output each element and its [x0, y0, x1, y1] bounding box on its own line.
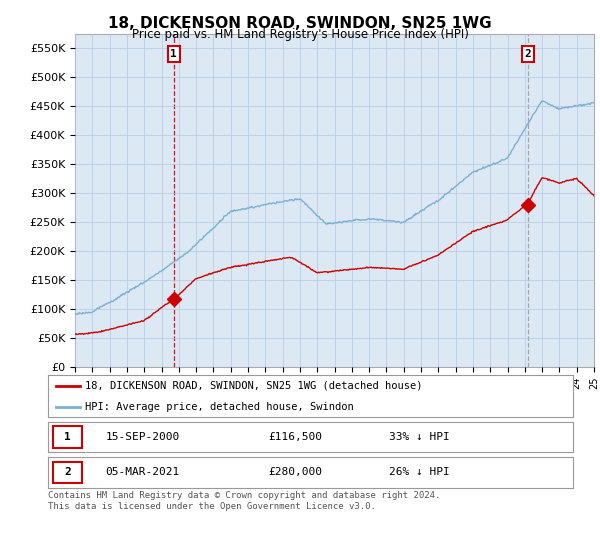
Text: 2: 2	[64, 468, 71, 477]
FancyBboxPatch shape	[53, 426, 82, 448]
Text: £280,000: £280,000	[269, 468, 323, 477]
Text: 1: 1	[170, 49, 177, 59]
Text: 1: 1	[64, 432, 71, 442]
Text: Contains HM Land Registry data © Crown copyright and database right 2024.
This d: Contains HM Land Registry data © Crown c…	[48, 491, 440, 511]
Text: 15-SEP-2000: 15-SEP-2000	[106, 432, 180, 442]
Text: 18, DICKENSON ROAD, SWINDON, SN25 1WG: 18, DICKENSON ROAD, SWINDON, SN25 1WG	[108, 16, 492, 31]
Text: HPI: Average price, detached house, Swindon: HPI: Average price, detached house, Swin…	[85, 402, 353, 412]
FancyBboxPatch shape	[53, 461, 82, 483]
Text: 2: 2	[524, 49, 531, 59]
Text: 26% ↓ HPI: 26% ↓ HPI	[389, 468, 450, 477]
Text: 18, DICKENSON ROAD, SWINDON, SN25 1WG (detached house): 18, DICKENSON ROAD, SWINDON, SN25 1WG (d…	[85, 381, 422, 391]
Text: 05-MAR-2021: 05-MAR-2021	[106, 468, 180, 477]
Text: £116,500: £116,500	[269, 432, 323, 442]
Text: 33% ↓ HPI: 33% ↓ HPI	[389, 432, 450, 442]
Text: Price paid vs. HM Land Registry's House Price Index (HPI): Price paid vs. HM Land Registry's House …	[131, 28, 469, 41]
